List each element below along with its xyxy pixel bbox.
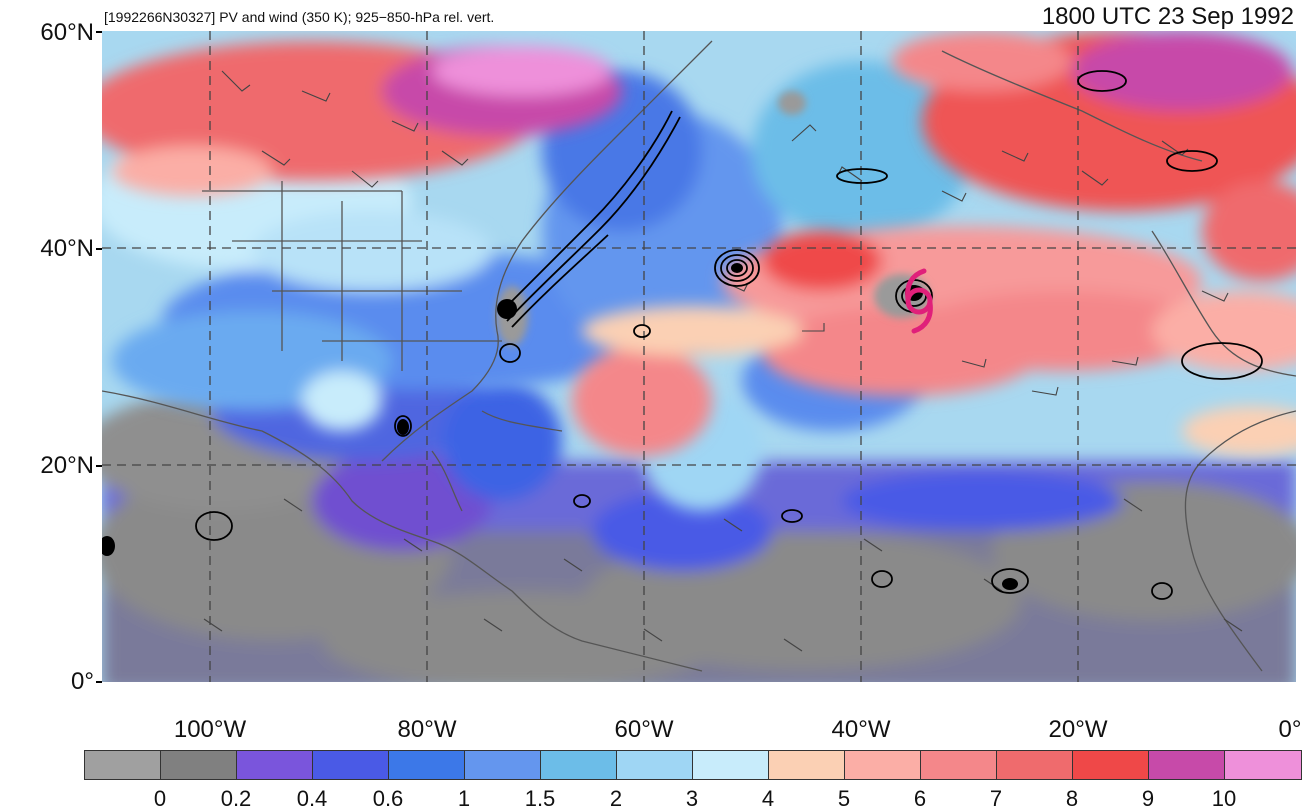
colorbar-tick-label: 8 [1065, 786, 1079, 811]
lat-label-0: 0° [71, 668, 94, 695]
vorticity-contours [195, 70, 1263, 600]
lon-label-80w: 80°W [397, 716, 457, 743]
colorbar-tick-label: 0.2 [220, 786, 252, 811]
colorbar-tick-label: 1 [457, 786, 471, 811]
lat-tick [96, 681, 102, 683]
colorbar-swatch [161, 751, 237, 779]
map-panel [102, 31, 1296, 682]
colorbar-tick-label: 10 [1211, 786, 1237, 811]
hurricane-symbol-icon [905, 268, 933, 334]
colorbar [84, 750, 1302, 780]
lat-tick [96, 465, 102, 467]
colorbar-swatch [693, 751, 769, 779]
colorbar-tick-label: 0.4 [296, 786, 328, 811]
lat-label-60n: 60°N [40, 19, 94, 46]
plot-subtitle: [1992266N30327] PV and wind (350 K); 925… [104, 9, 495, 25]
colorbar-swatch [921, 751, 997, 779]
colorbar-swatch [1225, 751, 1301, 779]
colorbar-swatch [85, 751, 161, 779]
colorbar-tick-label: 5 [837, 786, 851, 811]
colorbar-swatch [541, 751, 617, 779]
lat-tick [96, 248, 102, 250]
colorbar-tick-label: 3 [685, 786, 699, 811]
lon-label-60w: 60°W [614, 716, 674, 743]
colorbar-swatch [465, 751, 541, 779]
colorbar-swatch [1073, 751, 1149, 779]
colorbar-swatch [845, 751, 921, 779]
pv-field-map [102, 31, 1296, 682]
colorbar-swatch [997, 751, 1073, 779]
colorbar-tick-label: 6 [913, 786, 927, 811]
lon-label-100w: 100°W [173, 716, 247, 743]
colorbar-tick-label: 0.6 [372, 786, 404, 811]
lon-label-0: 0° [1278, 716, 1302, 743]
colorbar-tick-label: 0 [153, 786, 167, 811]
coastlines [102, 40, 1296, 672]
graticule [102, 31, 1296, 682]
lat-label-40n: 40°N [40, 235, 94, 262]
plot-timestamp: 1800 UTC 23 Sep 1992 [1041, 3, 1294, 30]
colorbar-swatch [389, 751, 465, 779]
colorbar-tick-label: 9 [1141, 786, 1155, 811]
colorbar-swatch [313, 751, 389, 779]
colorbar-swatch [1149, 751, 1225, 779]
colorbar-swatch [617, 751, 693, 779]
lat-label-20n: 20°N [40, 452, 94, 479]
colorbar-tick-label: 4 [761, 786, 775, 811]
colorbar-swatch [769, 751, 845, 779]
lon-label-40w: 40°W [831, 716, 891, 743]
colorbar-tick-label: 1.5 [524, 786, 556, 811]
lon-label-20w: 20°W [1048, 716, 1108, 743]
colorbar-tick-label: 7 [989, 786, 1003, 811]
colorbar-swatch [237, 751, 313, 779]
wind-barbs [203, 70, 1243, 652]
colorbar-tick-label: 2 [609, 786, 623, 811]
high-pv-regions [102, 31, 1296, 456]
lat-tick [96, 31, 102, 33]
